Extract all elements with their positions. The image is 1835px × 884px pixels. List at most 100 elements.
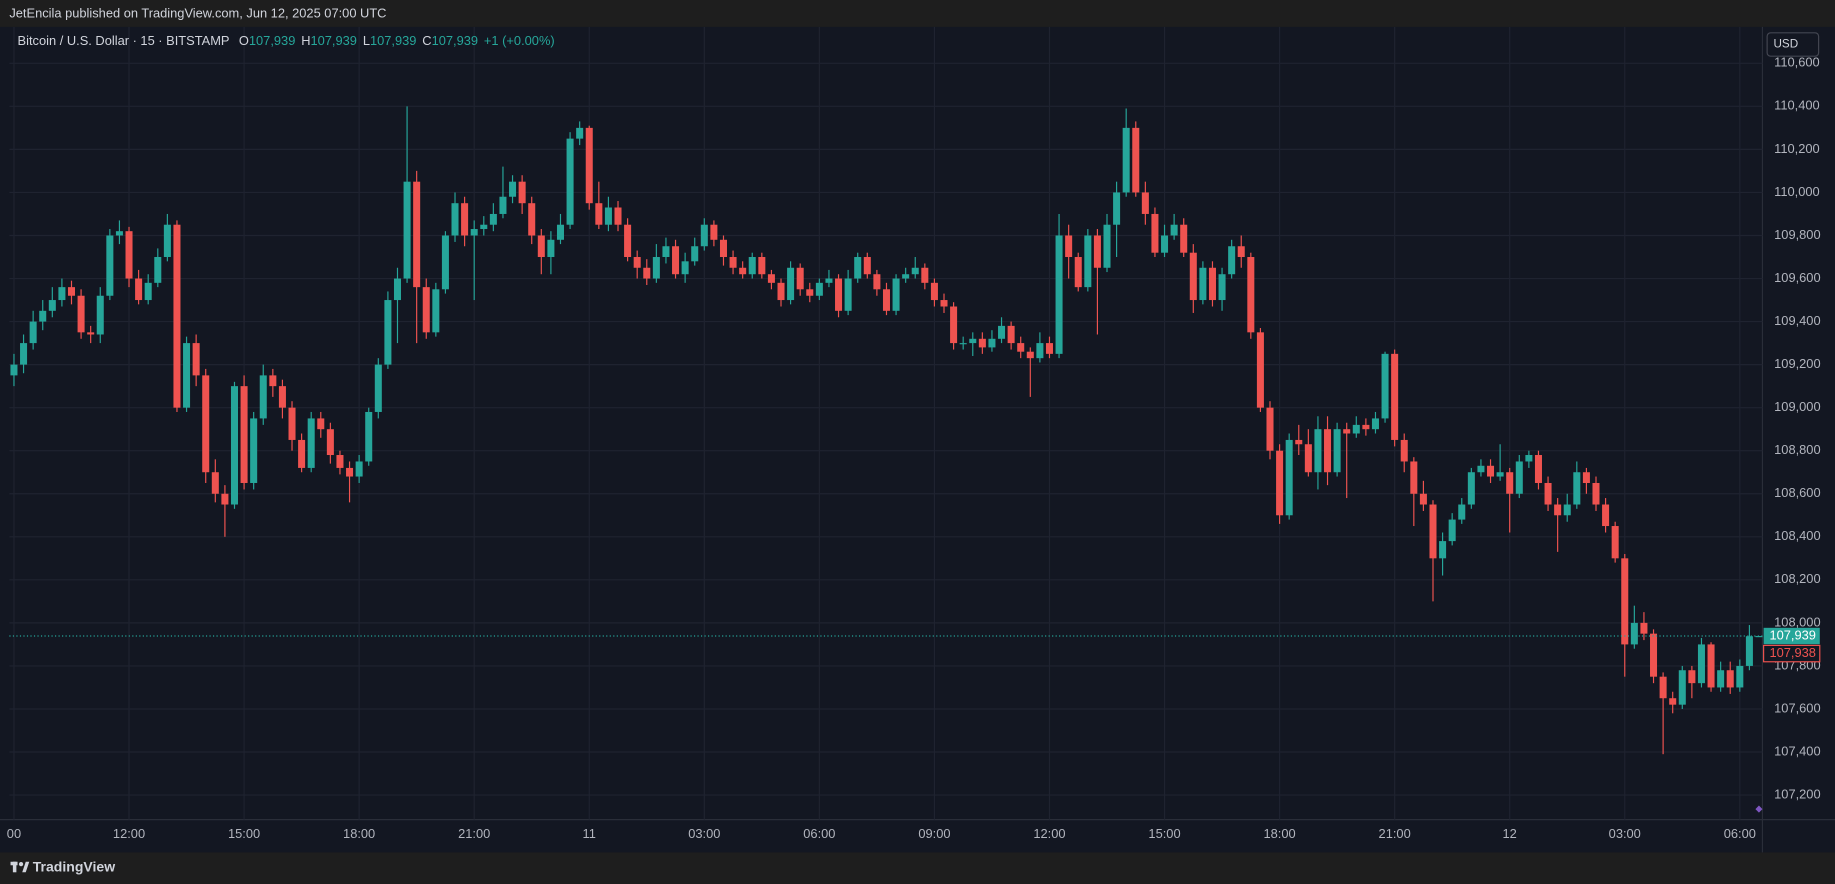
candle-body [844,278,852,311]
candle-body [1007,325,1015,344]
logo-part [12,861,17,873]
candle-body [1717,670,1725,688]
candle-body [144,282,152,301]
candle-body [1582,472,1590,483]
y-tick-label: 108,600 [1774,485,1820,500]
candle-body [1563,504,1571,516]
x-tick-label: 12:00 [113,826,145,841]
candle-body [211,472,219,494]
candle-body [1640,622,1648,634]
candle-body [585,127,593,204]
candle-body [1669,698,1677,705]
candle-body [1170,224,1178,236]
candle-body [480,224,488,230]
candle-body [192,343,200,376]
candle-body [624,224,632,258]
candle-body [854,257,862,279]
candle-body [298,439,306,468]
currency-label[interactable]: USD [1774,38,1799,51]
ohlc-value: 107,939 [249,34,295,49]
y-tick-label: 110,000 [1774,184,1820,199]
legend: Bitcoin / U.S. Dollar · 15 · BITSTAMP O10… [18,34,555,49]
candle-body [978,338,986,348]
candle-body [518,181,526,204]
x-tick-label: 03:00 [688,826,720,841]
candle-body [1180,224,1188,253]
candle-body [20,343,28,365]
candle-body [614,207,622,225]
candle-body [1103,224,1111,268]
y-tick-label: 107,400 [1774,743,1820,758]
candle-body [1074,257,1082,288]
candle-body [470,229,478,236]
ohlc-key: C [422,34,431,49]
candle-body [451,203,459,236]
candle-body [1525,455,1533,462]
candle-body [719,239,727,258]
candle-body [767,274,775,283]
bottom-bar [0,852,1835,884]
candle-body [1276,450,1284,516]
candle-body [1093,235,1101,268]
y-tick-label: 108,200 [1774,571,1820,586]
x-tick-label: 06:00 [803,826,835,841]
prev-close-label: 107,938 [1769,645,1815,660]
candle-body [461,203,469,236]
candle-body [1650,633,1658,677]
candle-body [230,386,239,505]
candle-body [652,257,660,279]
candles [10,106,1763,755]
candle-body [202,375,210,473]
candle-body [710,224,718,240]
axes: 107,200107,400107,600107,800108,000108,2… [7,55,1821,842]
candle-body [499,196,507,214]
candle-body [1391,353,1399,440]
candle-body [1697,644,1705,684]
candle-body [1554,504,1562,516]
candle-body [1477,465,1485,473]
candle-body [413,181,421,288]
published-info: JetEncila published on TradingView.com, … [9,5,386,20]
candle-body [1228,246,1236,275]
x-tick-label: 21:00 [458,826,490,841]
currency-button[interactable] [1766,32,1820,57]
candle-body [777,282,785,301]
candle-body [441,235,449,290]
candle-body [1496,472,1504,477]
candle-body [547,239,555,258]
candle-body [1036,343,1044,359]
candle-body [988,338,996,348]
candle-body [556,224,564,240]
candle-body [633,257,641,268]
candle-body [1515,461,1523,494]
candle-body [911,267,919,275]
candle-body [1333,429,1341,473]
candle-body [969,338,977,344]
candle-body [1429,504,1437,559]
candle-body [336,455,344,468]
candle-body [748,257,756,275]
candle-body [154,257,162,283]
candle-body [259,375,267,419]
candle-body [1113,192,1121,225]
candle-body [240,386,248,483]
candle-body [940,300,948,307]
x-tick-label: 03:00 [1609,826,1641,841]
candle-body [374,364,382,412]
candle-body [1324,429,1332,473]
ohlc-value: 107,939 [432,34,478,49]
y-tick-label: 109,800 [1774,227,1820,242]
candle-body [863,257,871,275]
candle-body [1256,332,1264,408]
candle-body [1237,246,1245,258]
x-tick-label: 09:00 [918,826,950,841]
symbol-title: Bitcoin / U.S. Dollar · 15 · BITSTAMP [18,34,230,49]
x-tick-label: 12:00 [1033,826,1065,841]
candle-body [67,287,76,296]
candle-body [1295,439,1303,445]
logo-part [22,861,30,873]
y-tick-label: 107,600 [1774,700,1820,715]
candle-body [1736,665,1744,688]
candle-body [691,246,699,262]
brand-logo [10,861,30,873]
